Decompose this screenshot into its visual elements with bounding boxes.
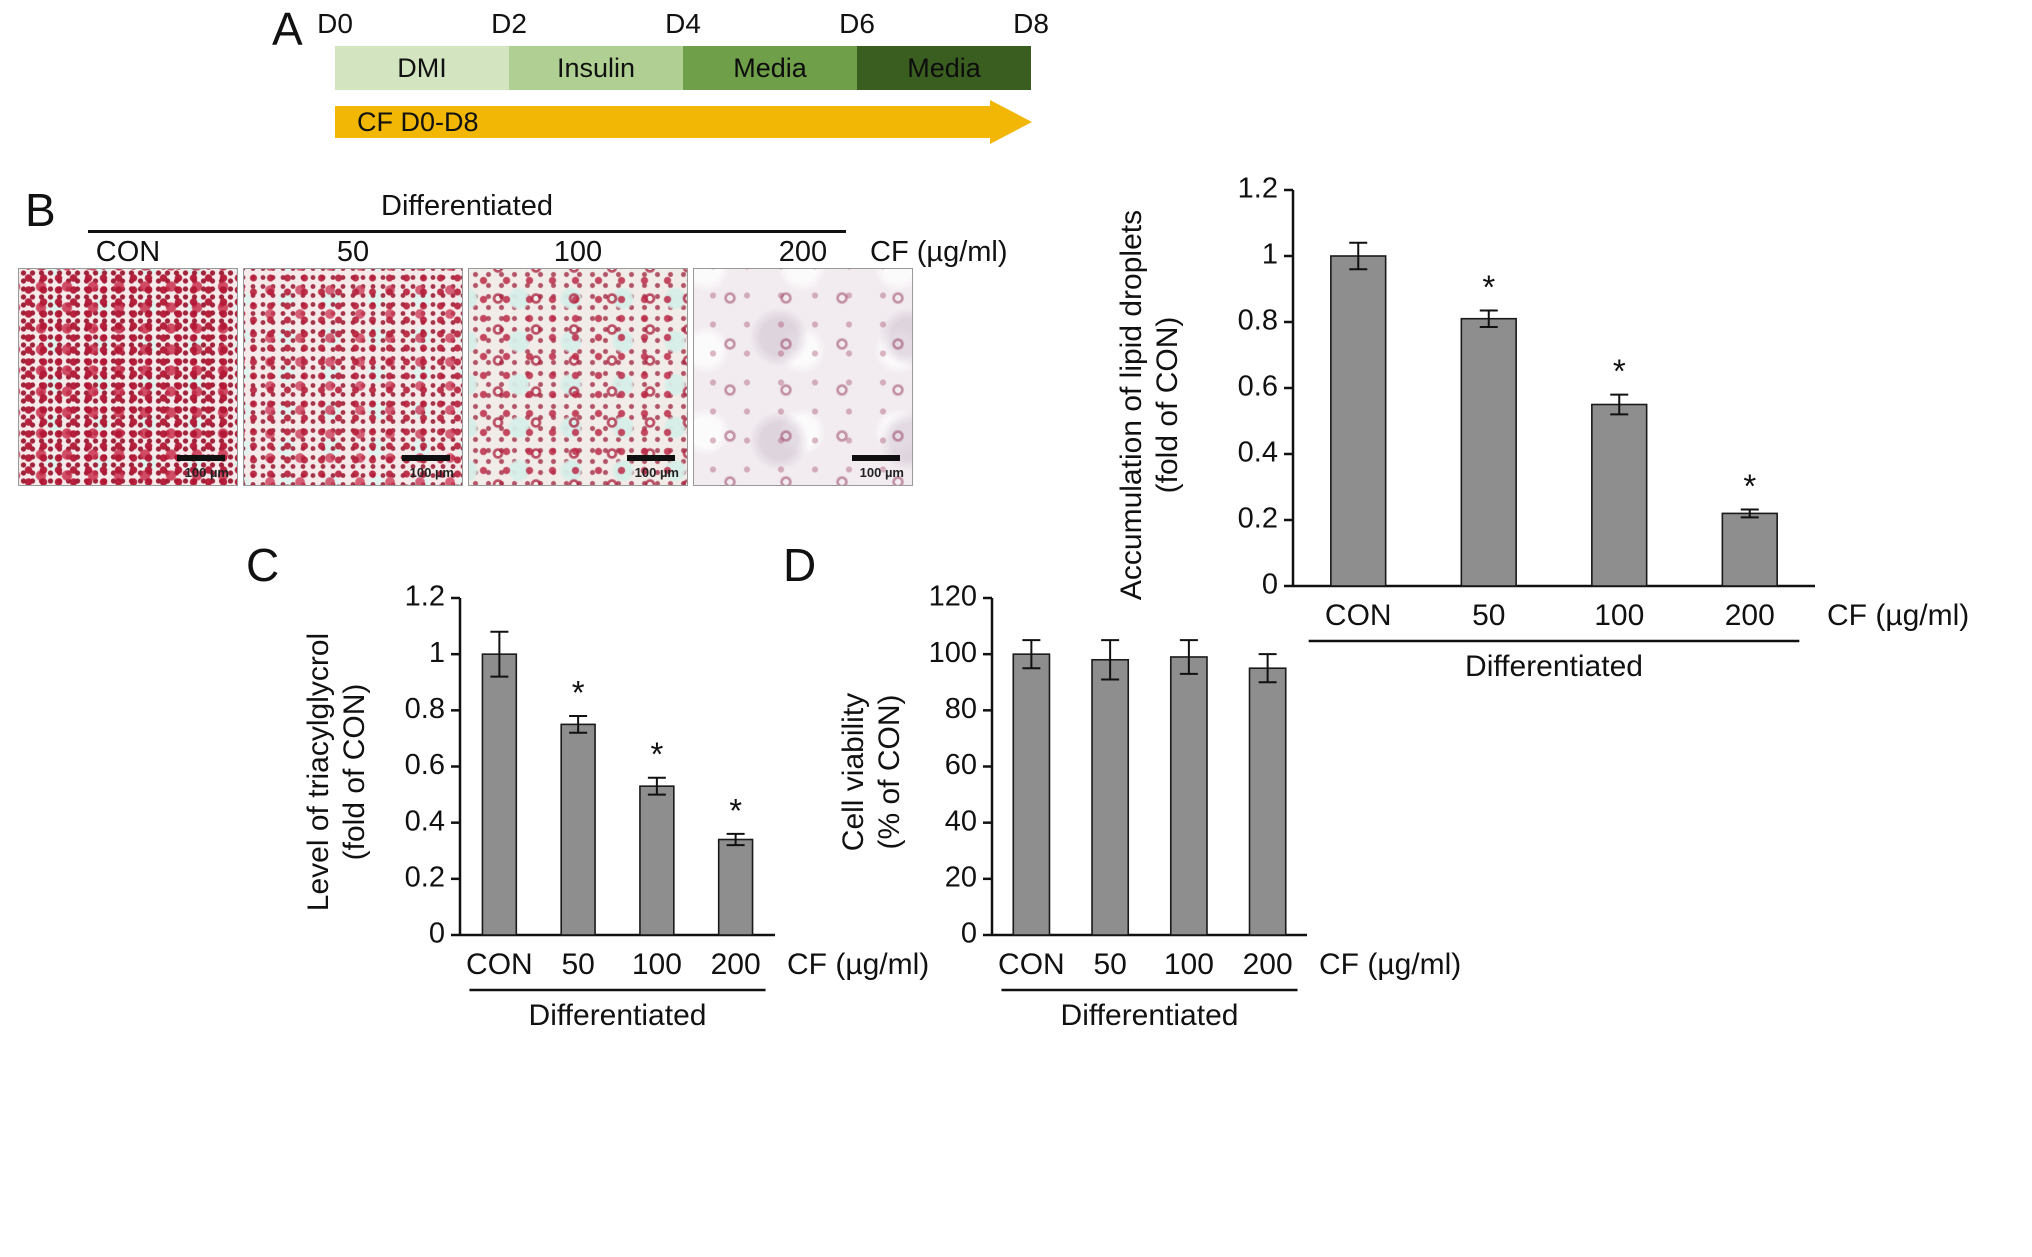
svg-text:60: 60 <box>945 749 977 781</box>
svg-text:20: 20 <box>945 861 977 893</box>
svg-text:*: * <box>1613 353 1626 390</box>
svg-text:200: 200 <box>1243 948 1293 981</box>
cf-arrow-body: CF D0-D8 <box>335 106 990 138</box>
timeline-segment-dmi: DMI <box>335 46 509 90</box>
svg-text:0.4: 0.4 <box>405 805 445 837</box>
microscopy-image-200: 100 µm <box>693 268 913 486</box>
scale-bar-label: 100 µm <box>634 465 679 480</box>
panel-c-letter: C <box>246 539 280 591</box>
lipid-droplets-bar-chart: 0 0.2 0.4 0.6 0.8 1 1.2 CON * 50 * 100 * 200 CF (µg/ml… <box>1185 162 2030 714</box>
timeline-segment-media-2: Media <box>857 46 1031 90</box>
svg-text:0.8: 0.8 <box>405 693 445 725</box>
svg-text:0.4: 0.4 <box>1238 437 1278 469</box>
svg-text:1.2: 1.2 <box>405 581 445 613</box>
cf-unit-label-b: CF (µg/ml) <box>870 236 1008 268</box>
svg-text:1.2: 1.2 <box>1238 173 1278 205</box>
column-label-50: 50 <box>336 236 370 268</box>
microscopy-row: 100 µm 100 µm 100 µm 100 µm <box>18 268 913 486</box>
svg-text:CON: CON <box>1325 599 1392 632</box>
svg-text:0.2: 0.2 <box>1238 503 1278 535</box>
svg-text:CF (µg/ml): CF (µg/ml) <box>1827 599 1969 632</box>
svg-text:CON: CON <box>998 948 1065 981</box>
scale-bar <box>852 455 900 461</box>
day-label-d2: D2 <box>491 8 527 39</box>
svg-text:0.6: 0.6 <box>1238 371 1278 403</box>
timeline-segment-media-1: Media <box>683 46 857 90</box>
column-label-200: 200 <box>778 236 828 268</box>
svg-text:50: 50 <box>1093 948 1126 981</box>
cf-treatment-arrow: CF D0-D8 <box>335 100 1055 144</box>
panel-b-letter: B <box>25 184 56 236</box>
svg-text:0.2: 0.2 <box>405 861 445 893</box>
day-label-d0: D0 <box>317 8 353 39</box>
svg-text:Differentiated: Differentiated <box>529 999 707 1032</box>
scale-bar <box>627 455 675 461</box>
svg-text:120: 120 <box>929 581 977 613</box>
panel-a-letter: A <box>272 3 303 55</box>
svg-text:50: 50 <box>1472 599 1505 632</box>
svg-text:CF (µg/ml): CF (µg/ml) <box>1319 948 1461 981</box>
cell-viability-chart-y-axis-label: Cell viability (% of CON) <box>837 692 906 852</box>
svg-text:*: * <box>1482 268 1495 305</box>
svg-text:0: 0 <box>429 918 445 950</box>
scale-bar-label: 100 µm <box>184 465 229 480</box>
svg-text:*: * <box>729 792 742 829</box>
column-label-con: CON <box>95 236 161 268</box>
day-label-d4: D4 <box>665 8 701 39</box>
svg-text:100: 100 <box>632 948 682 981</box>
microscopy-image-50: 100 µm <box>243 268 463 486</box>
svg-text:1: 1 <box>1262 239 1278 271</box>
svg-text:CON: CON <box>466 948 533 981</box>
microscopy-image-100: 100 µm <box>468 268 688 486</box>
svg-text:100: 100 <box>929 637 977 669</box>
scale-bar <box>177 455 225 461</box>
svg-text:0: 0 <box>1262 569 1278 601</box>
svg-text:40: 40 <box>945 805 977 837</box>
panel-d-letter: D <box>783 539 817 591</box>
svg-text:0.8: 0.8 <box>1238 305 1278 337</box>
svg-text:0.6: 0.6 <box>405 749 445 781</box>
svg-text:0: 0 <box>961 918 977 950</box>
differentiated-header: Differentiated <box>381 190 553 222</box>
timeline-segment-insulin: Insulin <box>509 46 683 90</box>
svg-text:200: 200 <box>1725 599 1775 632</box>
svg-text:*: * <box>572 674 585 711</box>
column-label-100: 100 <box>553 236 603 268</box>
day-label-d8: D8 <box>1013 8 1049 39</box>
microscopy-image-con: 100 µm <box>18 268 238 486</box>
svg-text:100: 100 <box>1594 599 1644 632</box>
treatment-timeline: DMI Insulin Media Media <box>335 46 1031 90</box>
timeline-day-labels: D0 D2 D4 D6 D8 <box>317 8 1049 42</box>
svg-text:50: 50 <box>561 948 594 981</box>
cf-arrow-head <box>990 100 1032 144</box>
day-label-d6: D6 <box>839 8 875 39</box>
svg-text:80: 80 <box>945 693 977 725</box>
scale-bar <box>402 455 450 461</box>
svg-text:200: 200 <box>711 948 761 981</box>
scale-bar-label: 100 µm <box>859 465 904 480</box>
svg-text:100: 100 <box>1164 948 1214 981</box>
svg-text:Differentiated: Differentiated <box>1465 650 1643 683</box>
cell-viability-bar-chart: 0 20 40 60 80 100 120 CON 50 100 200 CF (µg/ml) Diff… <box>900 572 1475 1047</box>
differentiated-header-line <box>88 230 846 233</box>
cf-arrow-label: CF D0-D8 <box>357 106 479 137</box>
triacylglycerol-chart-y-axis-label: Level of triacylglycrol (fold of CON) <box>302 632 371 912</box>
svg-text:*: * <box>1743 467 1756 504</box>
svg-text:CF (µg/ml): CF (µg/ml) <box>787 948 929 981</box>
triacylglycerol-bar-chart: 0 0.2 0.4 0.6 0.8 1 1.2 CON * 50 * 100 * 200 CF (µg/ml… <box>368 572 943 1047</box>
svg-text:Differentiated: Differentiated <box>1061 999 1239 1032</box>
svg-text:*: * <box>650 736 663 773</box>
svg-text:1: 1 <box>429 637 445 669</box>
scale-bar-label: 100 µm <box>409 465 454 480</box>
